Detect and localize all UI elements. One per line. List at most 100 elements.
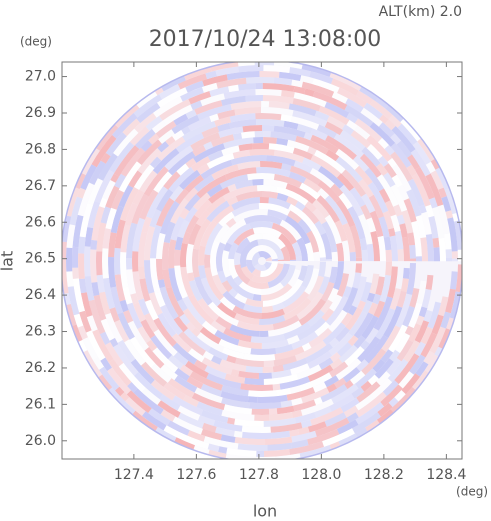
echo-cell <box>114 173 126 189</box>
echo-cell <box>167 420 190 436</box>
echo-cell <box>359 238 368 251</box>
echo-cell <box>379 275 392 303</box>
x-tick-label: 128.4 <box>426 467 466 483</box>
echo-cell <box>196 401 223 416</box>
plot-frame <box>61 61 463 460</box>
echo-cell <box>143 166 169 197</box>
echo-cell <box>108 387 127 407</box>
echo-cell <box>171 114 200 135</box>
echo-cell <box>126 390 152 414</box>
echo-cell <box>372 293 382 305</box>
echo-cell <box>450 271 458 290</box>
echo-cell <box>347 335 359 347</box>
echo-cell <box>330 183 344 197</box>
echo-cell <box>136 139 162 165</box>
echo-cell <box>226 355 237 364</box>
echo-cell <box>390 133 402 145</box>
echo-cell <box>402 267 410 279</box>
echo-cell <box>267 263 290 289</box>
echo-cell <box>396 140 412 158</box>
echo-cell <box>271 430 291 439</box>
echo-cell <box>331 91 348 104</box>
echo-cell <box>307 364 334 382</box>
echo-cell <box>339 130 366 152</box>
echo-cell <box>144 299 159 321</box>
echo-cell <box>291 410 303 418</box>
echo-cell <box>394 390 406 402</box>
echo-cell <box>272 314 300 330</box>
echo-cell <box>393 204 403 217</box>
echo-cell <box>238 83 256 91</box>
echo-cell <box>370 231 380 262</box>
echo-cell <box>168 268 183 302</box>
echo-cell <box>223 242 232 252</box>
echo-cell <box>376 409 394 424</box>
y-tick-label: 26.8 <box>25 141 56 157</box>
y-tick-label: 26.9 <box>25 105 56 121</box>
echo-cell <box>301 265 314 289</box>
echo-cell <box>141 216 152 234</box>
echo-cell <box>125 397 146 416</box>
echo-cell <box>79 203 94 238</box>
echo-cell <box>209 86 230 97</box>
echo-cell <box>252 226 282 239</box>
echo-cell <box>359 86 379 102</box>
echo-cell <box>172 129 185 141</box>
echo-cell <box>233 275 243 286</box>
echo-cell <box>234 107 261 116</box>
echo-cell <box>198 265 207 280</box>
echo-cell <box>312 78 340 93</box>
echo-cell <box>177 405 201 421</box>
echo-cell <box>254 130 264 138</box>
echo-cell <box>377 402 393 417</box>
echo-cell <box>157 312 177 337</box>
echo-cell <box>298 426 310 435</box>
echo-cell <box>92 357 104 370</box>
echo-cell <box>377 137 389 149</box>
echo-cell <box>380 349 394 363</box>
echo-cell <box>218 126 244 138</box>
echo-cell <box>329 337 340 348</box>
echo-cell <box>367 143 383 160</box>
echo-cell <box>241 131 255 139</box>
echo-cell <box>238 143 253 152</box>
echo-cell <box>124 328 135 340</box>
x-label: lon <box>253 502 277 521</box>
echo-cell <box>279 219 302 241</box>
echo-cell <box>299 182 321 200</box>
echo-cell <box>353 335 366 349</box>
echo-cell <box>232 305 262 319</box>
echo-cell <box>252 178 264 186</box>
echo-cell <box>131 193 149 225</box>
echo-cell <box>290 259 297 261</box>
echo-cell <box>273 149 305 163</box>
echo-cell <box>272 302 285 312</box>
echo-cell <box>281 90 295 98</box>
echo-cell <box>269 412 293 421</box>
echo-cell <box>355 394 374 411</box>
echo-cell <box>189 371 223 391</box>
echo-cell <box>153 329 178 357</box>
echo-cell <box>355 402 385 425</box>
echo-cell <box>263 417 297 427</box>
echo-cell <box>353 312 374 339</box>
echo-cell <box>280 264 296 287</box>
echo-cell <box>222 428 235 437</box>
echo-cell <box>232 132 243 141</box>
echo-cell <box>263 261 272 270</box>
echo-cell <box>210 240 220 277</box>
echo-cell <box>328 309 348 333</box>
echo-cell <box>219 359 247 372</box>
echo-cell <box>234 313 260 325</box>
echo-cell <box>329 294 343 312</box>
echo-cell <box>409 244 416 259</box>
echo-cell <box>144 313 159 333</box>
echo-cell <box>324 101 350 118</box>
echo-cell <box>334 220 348 242</box>
echo-cell <box>251 268 261 277</box>
echo-cell <box>280 400 293 408</box>
echo-cell <box>148 133 160 145</box>
echo-cell <box>188 280 203 302</box>
echo-cell <box>157 141 170 153</box>
y-tick-label: 26.6 <box>25 214 56 230</box>
